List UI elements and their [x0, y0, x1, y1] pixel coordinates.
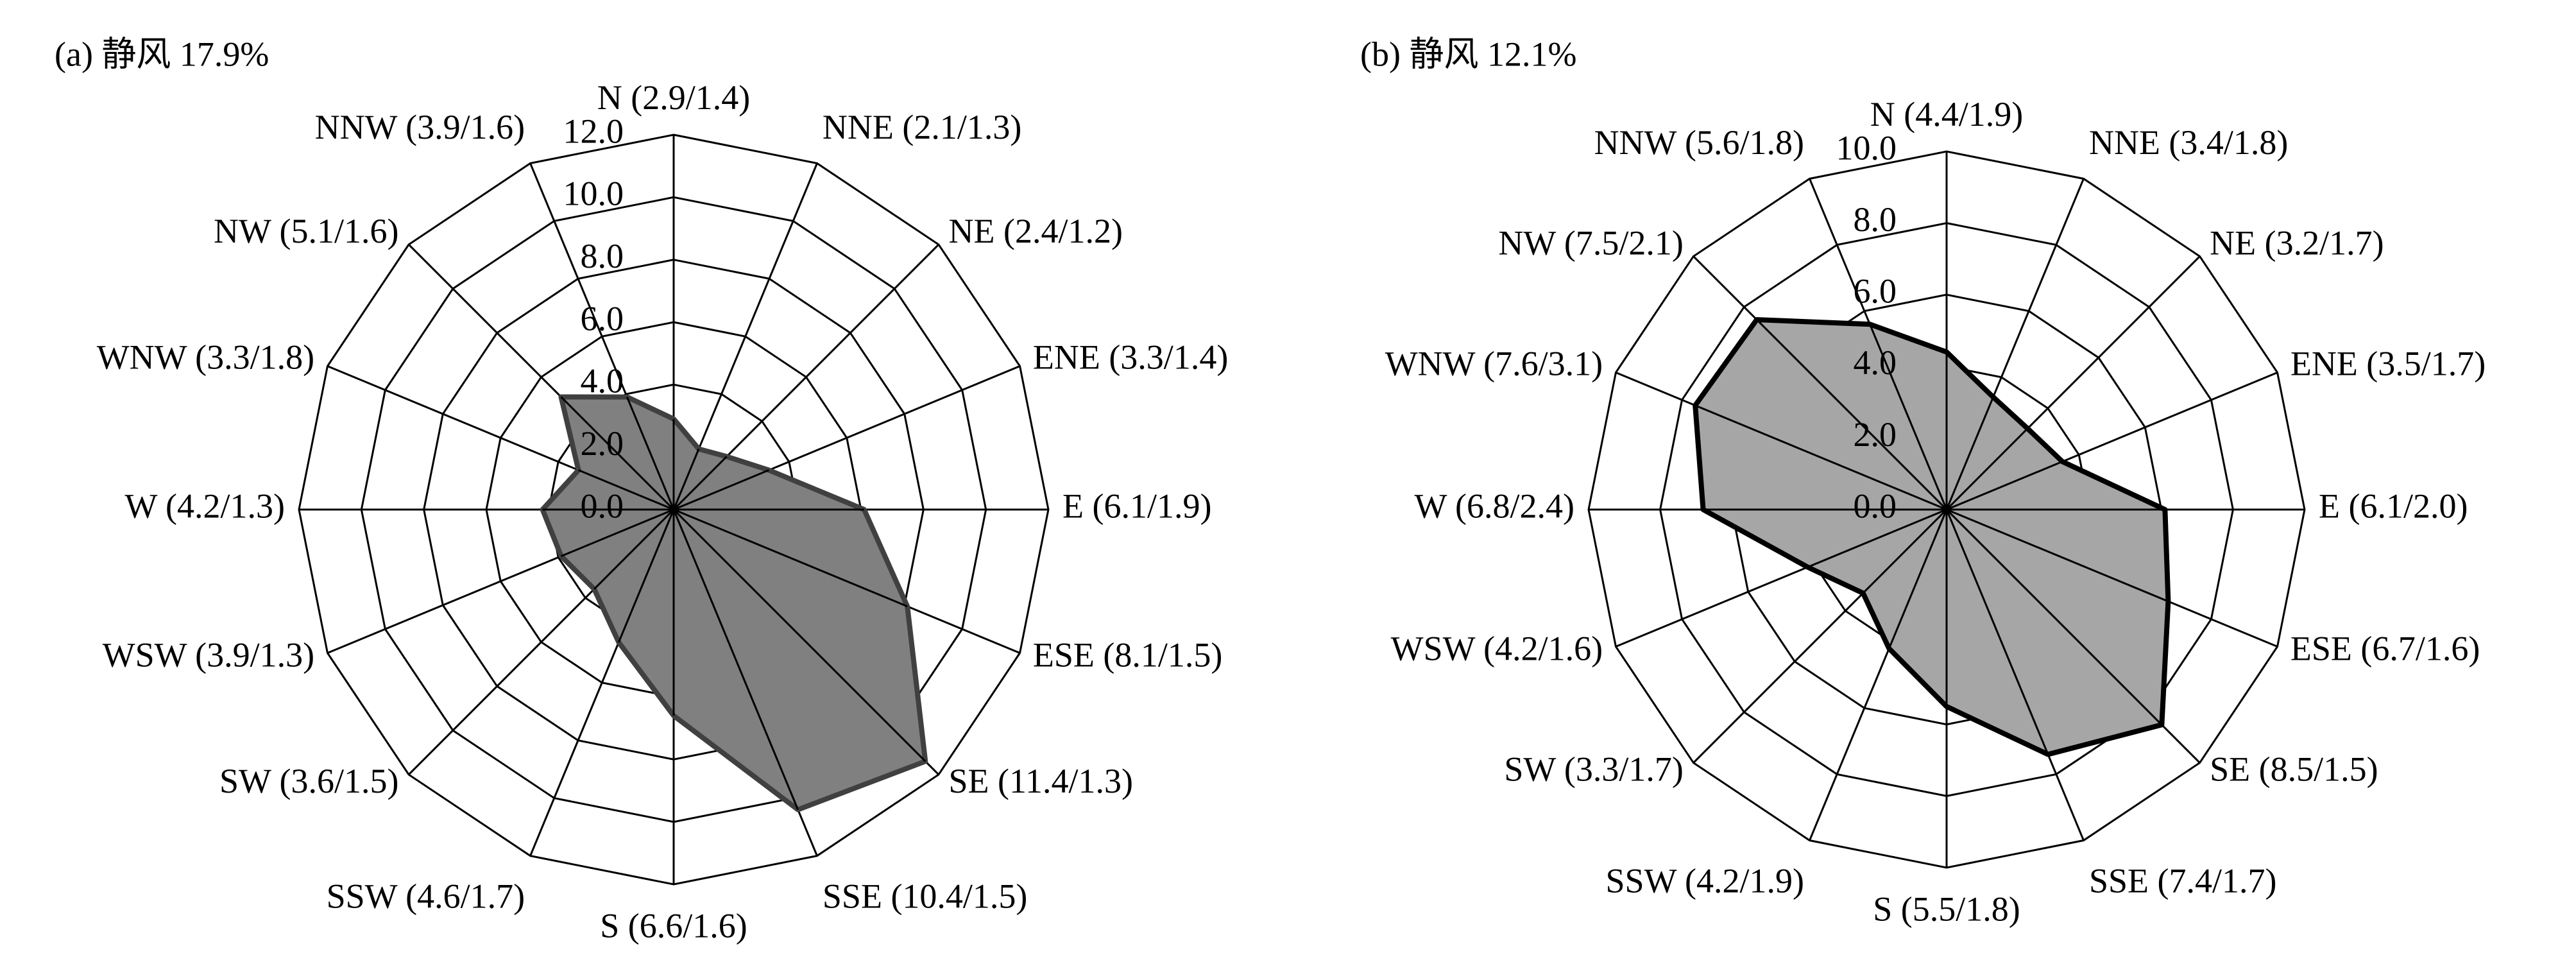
r-tick-label: 2.0: [1854, 415, 1897, 454]
spoke-overlay: [1888, 509, 1948, 649]
chart-title: (b) 静风 12.1%: [1360, 35, 1576, 73]
category-label: E (6.1/2.0): [2319, 486, 2468, 525]
r-tick-label: 2.0: [581, 424, 624, 463]
r-tick-label: 4.0: [581, 362, 624, 400]
r-tick-label: 0.0: [581, 486, 624, 525]
spoke-overlay: [561, 508, 674, 558]
category-label: SE (8.5/1.5): [2210, 750, 2378, 789]
spoke-overlay: [672, 509, 799, 811]
category-label: NNW (5.6/1.8): [1594, 123, 1804, 162]
r-tick-label: 6.0: [1854, 272, 1897, 311]
spoke-overlay: [1756, 319, 1948, 511]
r-tick-label: 8.0: [581, 237, 624, 275]
spoke-overlay: [673, 508, 908, 608]
category-label: NNE (3.4/1.8): [2089, 123, 2288, 162]
spoke-overlay: [560, 396, 675, 511]
category-label: S (5.5/1.8): [1873, 889, 2020, 928]
category-label: NW (5.1/1.6): [214, 212, 398, 250]
category-label: NNE (2.1/1.3): [823, 108, 1021, 146]
spoke-overlay: [1946, 460, 2063, 511]
category-label: WSW (3.9/1.3): [103, 635, 314, 674]
category-label: ESE (8.1/1.5): [1033, 635, 1222, 674]
spoke-overlay: [617, 509, 675, 643]
r-tick-label: 10.0: [1836, 128, 1897, 167]
category-label: SSW (4.2/1.9): [1606, 861, 1805, 900]
category-label: S (6.6/1.6): [600, 906, 747, 945]
category-label: WSW (4.2/1.6): [1391, 629, 1603, 667]
spoke-overlay: [1945, 509, 2049, 755]
category-label: SSE (10.4/1.5): [823, 877, 1028, 915]
spoke-overlay: [1945, 427, 2029, 511]
spoke-overlay: [1869, 323, 1948, 510]
category-label: N (2.9/1.4): [597, 78, 750, 117]
category-label: ESE (6.7/1.6): [2290, 629, 2480, 667]
r-tick-label: 6.0: [581, 299, 624, 338]
category-label: W (4.2/1.3): [125, 486, 285, 525]
category-label: ENE (3.5/1.7): [2290, 344, 2486, 382]
category-label: NW (7.5/2.1): [1498, 223, 1683, 262]
spoke-overlay: [1945, 508, 2163, 726]
category-label: NE (3.2/1.7): [2210, 223, 2384, 262]
category-label: NNW (3.9/1.6): [315, 108, 525, 146]
spoke-overlay: [672, 449, 700, 510]
r-tick-label: 4.0: [1854, 343, 1897, 382]
spoke-overlay: [1945, 397, 1994, 510]
category-label: E (6.1/1.9): [1062, 486, 1211, 525]
category-label: WNW (7.6/3.1): [1385, 344, 1603, 382]
spoke-overlay: [1807, 508, 1947, 569]
category-label: SE (11.4/1.3): [949, 762, 1133, 800]
category-label: SW (3.6/1.5): [219, 762, 399, 800]
category-label: WNW (3.3/1.8): [97, 338, 314, 376]
spoke-overlay: [1862, 508, 1948, 594]
category-label: N (4.4/1.9): [1870, 95, 2023, 133]
r-tick-label: 10.0: [563, 175, 624, 213]
category-label: ENE (3.3/1.4): [1033, 338, 1228, 376]
spoke-overlay: [578, 469, 674, 511]
r-tick-label: 12.0: [563, 112, 624, 150]
spoke-overlay: [1694, 404, 1947, 511]
category-label: SSW (4.6/1.7): [327, 877, 525, 915]
spoke-overlay: [672, 456, 728, 511]
spoke-overlay: [626, 397, 675, 510]
chart-title: (a) 静风 17.9%: [55, 35, 269, 73]
r-tick-label: 0.0: [1854, 486, 1897, 525]
category-label: NE (2.4/1.2): [949, 212, 1123, 250]
spoke-overlay: [672, 508, 926, 762]
spoke-overlay: [1946, 508, 2169, 603]
r-tick-label: 8.0: [1854, 200, 1897, 239]
category-label: W (6.8/2.4): [1415, 486, 1574, 525]
spoke-overlay: [593, 508, 675, 590]
spoke-overlay: [673, 469, 769, 511]
category-label: SW (3.3/1.7): [1504, 750, 1684, 789]
category-label: SSE (7.4/1.7): [2089, 861, 2277, 900]
